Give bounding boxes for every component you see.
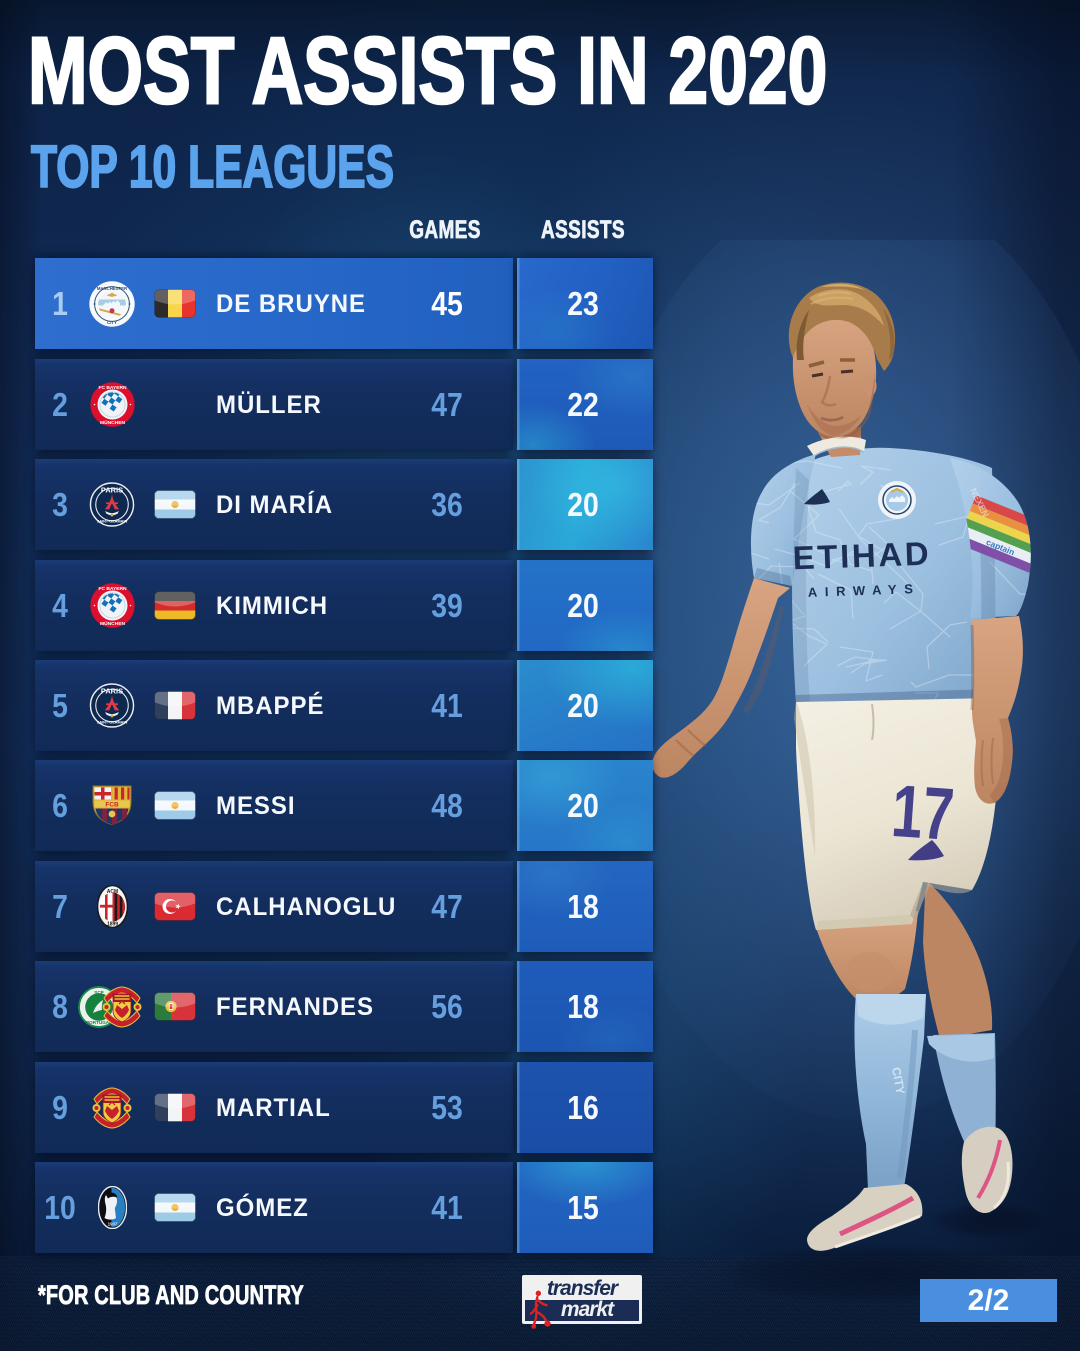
svg-text:CITY: CITY [889, 1066, 908, 1095]
svg-text:MANCHESTER: MANCHESTER [97, 285, 128, 290]
svg-text:PORTUGAL: PORTUGAL [86, 1020, 112, 1025]
svg-text:FC BAYERN: FC BAYERN [98, 385, 127, 391]
svg-text:1907: 1907 [107, 1222, 117, 1227]
svg-text:FC BAYERN: FC BAYERN [98, 586, 127, 592]
svg-text:SAINT-GERMAIN: SAINT-GERMAIN [97, 520, 128, 524]
svg-text:CITY: CITY [107, 319, 117, 324]
svg-text:SCP: SCP [94, 990, 103, 995]
svg-text:ETIHAD: ETIHAD [792, 535, 931, 577]
svg-text:1899: 1899 [106, 922, 117, 928]
svg-text:MÜNCHEN: MÜNCHEN [100, 620, 125, 627]
svg-text:17: 17 [889, 769, 957, 856]
svg-text:PARIS: PARIS [101, 485, 123, 494]
svg-text:MÜNCHEN: MÜNCHEN [100, 419, 125, 426]
svg-text:ACM: ACM [106, 889, 117, 895]
svg-text:SAINT-GERMAIN: SAINT-GERMAIN [97, 721, 128, 725]
svg-text:FCB: FCB [105, 802, 119, 809]
svg-text:PARIS: PARIS [101, 686, 123, 695]
